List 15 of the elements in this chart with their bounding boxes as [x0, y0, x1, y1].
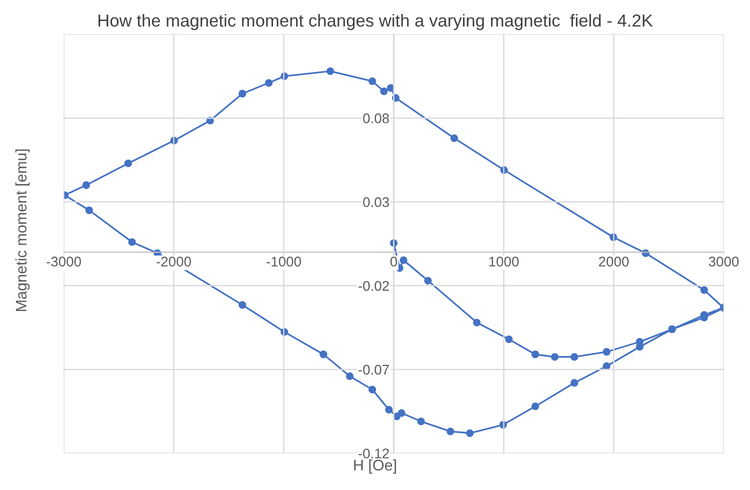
y-tick-label: -0.12 [358, 448, 389, 458]
x-tick-label: 2000 [599, 256, 629, 267]
chart-title: How the magnetic moment changes with a varying magnetic field - 4.2K [98, 14, 653, 30]
x-axis-title: H [Oe] [354, 459, 396, 474]
y-tick-label: -0.02 [358, 281, 389, 291]
x-tick-label: 0 [390, 256, 398, 267]
x-tick-label: -3000 [46, 256, 81, 267]
y-tick-label: 0.08 [363, 113, 389, 124]
x-tick-label: 1000 [489, 256, 519, 267]
y-tick-label: 0.03 [363, 197, 389, 208]
x-tick-label: -2000 [156, 256, 191, 267]
y-tick-label: -0.07 [358, 364, 389, 375]
x-tick-label: 3000 [708, 256, 739, 267]
x-tick-label: -1000 [266, 256, 301, 267]
y-axis-title: Magnetic moment [emu] [15, 149, 30, 311]
